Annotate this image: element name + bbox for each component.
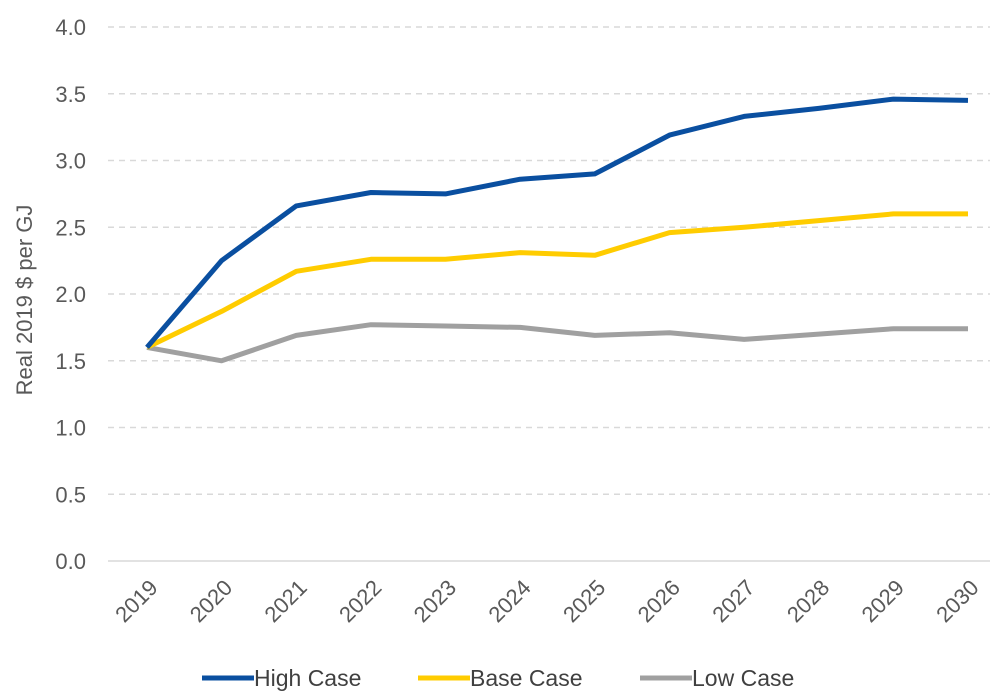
y-tick-label: 0.5 bbox=[55, 482, 86, 507]
x-tick-label: 2021 bbox=[260, 575, 312, 627]
legend: High Case Base Case Low Case bbox=[202, 665, 794, 691]
series-line-high-case bbox=[145, 96, 969, 350]
x-axis-ticks: 2019 2020 2021 2022 2023 2024 2025 2026 2027 2028… bbox=[110, 575, 983, 627]
x-tick-label: 2022 bbox=[334, 575, 386, 627]
gridlines bbox=[108, 26, 990, 562]
y-tick-label: 3.5 bbox=[55, 82, 86, 107]
legend-label-low-case: Low Case bbox=[692, 665, 794, 691]
x-tick-label: 2027 bbox=[707, 575, 759, 627]
series-lines bbox=[145, 96, 969, 364]
series-line-low-case bbox=[146, 322, 968, 364]
y-tick-label: 1.5 bbox=[55, 349, 86, 374]
y-axis-ticks: 0.0 0.5 1.0 1.5 2.0 2.5 3.0 3.5 4.0 bbox=[55, 15, 86, 574]
y-tick-label: 0.0 bbox=[55, 549, 86, 574]
legend-label-high-case: High Case bbox=[254, 665, 361, 691]
x-tick-label: 2020 bbox=[185, 575, 237, 627]
x-tick-label: 2024 bbox=[483, 575, 535, 627]
x-tick-label: 2026 bbox=[633, 575, 685, 627]
x-tick-label: 2019 bbox=[110, 575, 162, 627]
legend-label-base-case: Base Case bbox=[470, 665, 583, 691]
series-line-base-case bbox=[145, 211, 968, 350]
y-tick-label: 2.5 bbox=[55, 215, 86, 240]
x-tick-label: 2028 bbox=[782, 575, 834, 627]
y-tick-label: 4.0 bbox=[55, 15, 86, 40]
x-tick-label: 2030 bbox=[931, 575, 983, 627]
y-tick-label: 1.0 bbox=[55, 416, 86, 441]
y-axis-title: Real 2019 $ per GJ bbox=[12, 205, 37, 396]
x-tick-label: 2023 bbox=[409, 575, 461, 627]
x-tick-label: 2029 bbox=[857, 575, 909, 627]
y-tick-label: 3.0 bbox=[55, 149, 86, 174]
y-tick-label: 2.0 bbox=[55, 282, 86, 307]
x-tick-label: 2025 bbox=[558, 575, 610, 627]
